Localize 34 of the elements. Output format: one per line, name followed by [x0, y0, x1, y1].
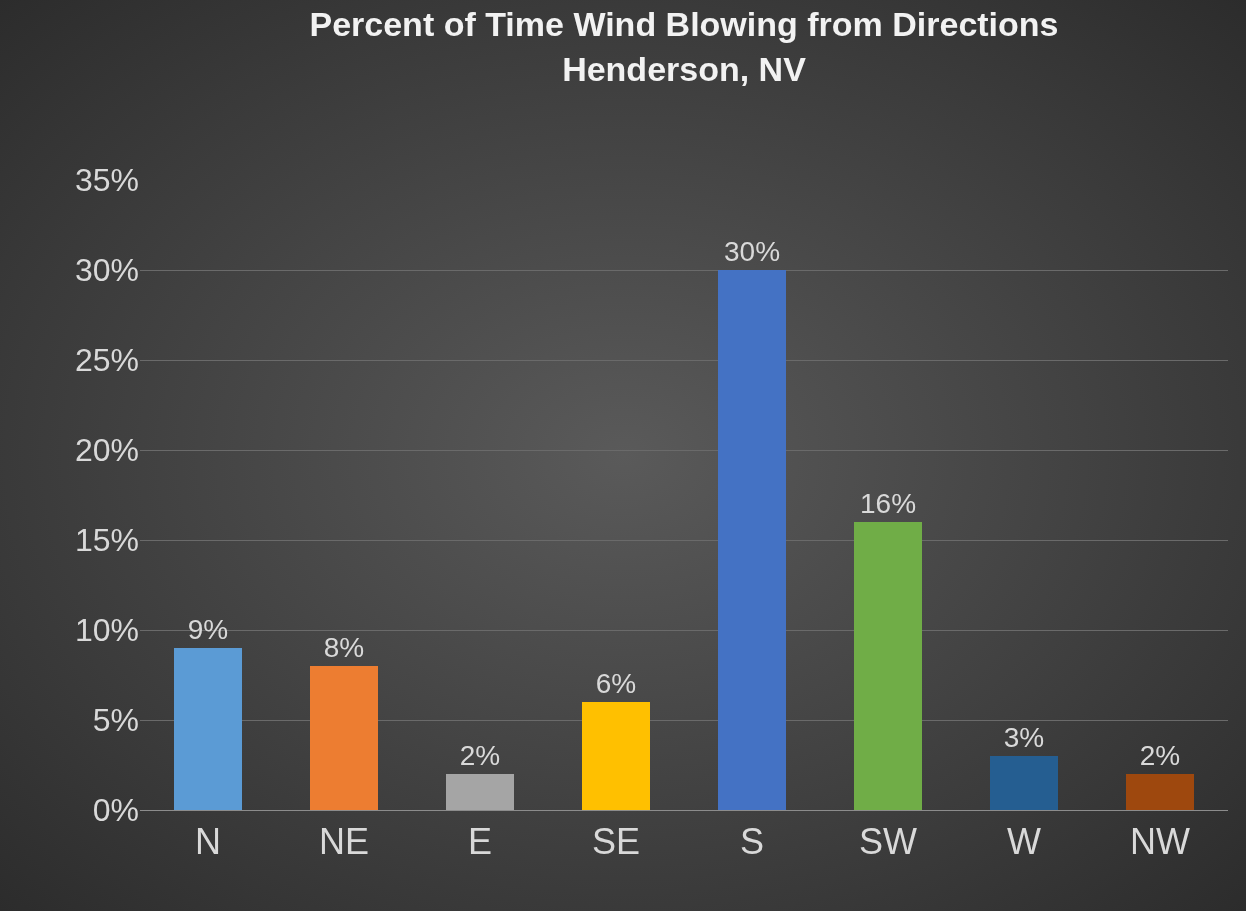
- bar: [718, 270, 786, 810]
- data-label: 2%: [459, 740, 501, 771]
- x-tick-label: S: [739, 821, 765, 863]
- bar: [854, 522, 922, 810]
- y-tick-label: 25%: [74, 342, 139, 379]
- bar: [582, 702, 650, 810]
- x-tick-label: SW: [859, 821, 918, 863]
- y-tick-label: 10%: [74, 612, 139, 649]
- bar: [310, 666, 378, 810]
- y-tick-label: 15%: [74, 522, 139, 559]
- bar: [1126, 774, 1194, 810]
- bar: [174, 648, 242, 810]
- x-tick-label: SE: [591, 821, 641, 863]
- y-tick-label: 30%: [74, 252, 139, 289]
- x-tick-label: NE: [318, 821, 370, 863]
- data-label: 6%: [595, 668, 637, 699]
- y-tick-label: 5%: [92, 702, 139, 739]
- x-tick-label: N: [195, 821, 221, 863]
- bar: [990, 756, 1058, 810]
- y-tick-label: 20%: [74, 432, 139, 469]
- y-tick-label: 35%: [74, 162, 139, 199]
- x-tick-label: NW: [1130, 821, 1191, 863]
- y-tick-label: 0%: [92, 792, 139, 829]
- data-label: 8%: [323, 632, 365, 663]
- x-tick-label: W: [1007, 821, 1042, 863]
- chart-title: Percent of Time Wind Blowing from Directions: [309, 5, 1059, 44]
- chart-subtitle: Henderson, NV: [562, 49, 807, 88]
- data-label: 9%: [187, 614, 229, 645]
- data-label: 16%: [859, 488, 917, 519]
- data-label: 2%: [1139, 740, 1181, 771]
- data-label: 3%: [1003, 722, 1045, 753]
- data-label: 30%: [723, 236, 781, 267]
- x-tick-label: E: [467, 821, 493, 863]
- bar: [446, 774, 514, 810]
